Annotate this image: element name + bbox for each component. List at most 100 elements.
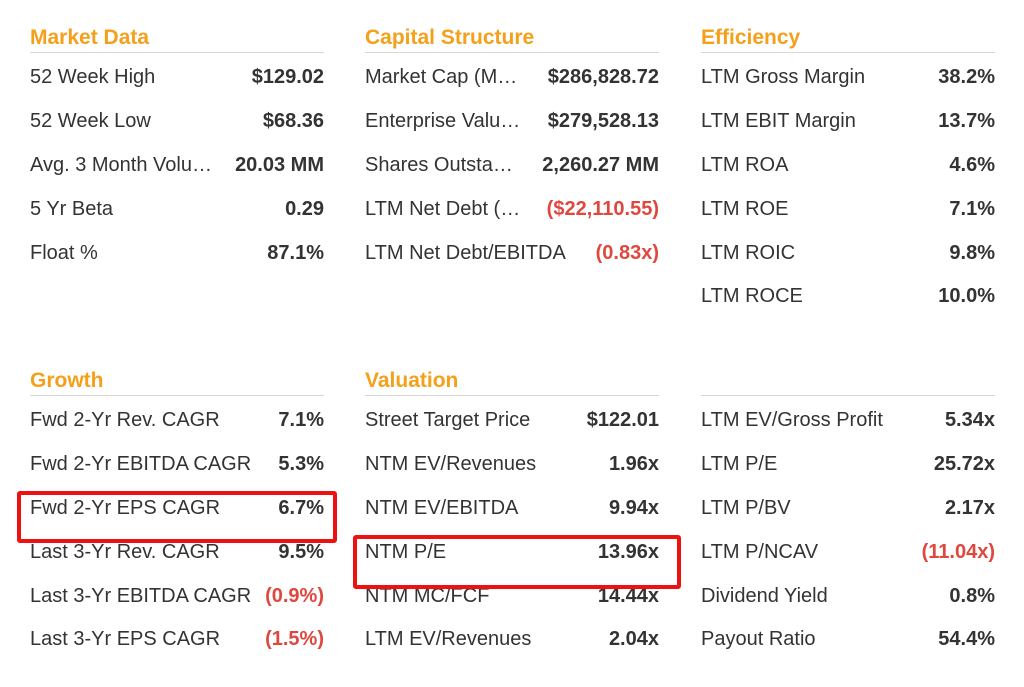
table-row: Fwd 2-Yr EBITDA CAGR 5.3% <box>30 443 324 487</box>
table-row: LTM Net Debt (… ($22,110.55) <box>365 187 659 231</box>
valuation-continued-header <box>701 367 995 396</box>
table-row: LTM EV/Gross Profit 5.34x <box>701 399 995 443</box>
table-row: Float % 87.1% <box>30 231 324 275</box>
market-data-title: Market Data <box>30 24 324 53</box>
metric-label: Dividend Yield <box>701 584 828 607</box>
metric-value: 14.44x <box>597 584 659 607</box>
table-row: Last 3-Yr EBITDA CAGR (0.9%) <box>30 574 324 618</box>
metric-value: $122.01 <box>586 409 659 432</box>
table-row: 52 Week Low $68.36 <box>30 100 324 144</box>
metric-value-negative: (11.04x) <box>921 540 995 563</box>
metric-label: LTM Net Debt (… <box>365 197 521 220</box>
metric-label: 5 Yr Beta <box>30 197 114 220</box>
metric-value: 5.34x <box>944 409 995 432</box>
metric-value: 38.2% <box>938 66 995 89</box>
metric-value: 20.03 MM <box>235 153 324 176</box>
metric-value: 13.7% <box>938 110 995 133</box>
table-row: NTM EV/EBITDA 9.94x <box>365 487 659 531</box>
growth-title: Growth <box>30 367 324 396</box>
efficiency-section: Efficiency LTM Gross Margin 38.2% LTM EBI… <box>701 24 995 319</box>
metric-value: 1.96x <box>608 453 659 476</box>
metric-label: NTM EV/Revenues <box>365 453 537 476</box>
market-data-section: Market Data 52 Week High $129.02 52 Week … <box>30 24 324 275</box>
metric-label: Last 3-Yr EBITDA CAGR <box>30 584 252 607</box>
metric-label: Avg. 3 Month Volu… <box>30 153 212 176</box>
table-row: LTM Net Debt/EBITDA (0.83x) <box>365 231 659 275</box>
metric-label: Last 3-Yr EPS CAGR <box>30 628 221 651</box>
metric-label: LTM ROE <box>701 197 789 220</box>
highlight-box-ntm-pe <box>353 535 681 589</box>
valuation-title: Valuation <box>365 367 659 396</box>
metric-value: $286,828.72 <box>547 66 659 89</box>
metric-value: 87.1% <box>267 241 324 264</box>
metric-label: Float % <box>30 241 98 264</box>
metric-label: LTM ROCE <box>701 285 803 308</box>
table-row: Shares Outsta… 2,260.27 MM <box>365 144 659 188</box>
table-row: Dividend Yield 0.8% <box>701 574 995 618</box>
metric-value-negative: ($22,110.55) <box>546 197 659 220</box>
table-row: 5 Yr Beta 0.29 <box>30 187 324 231</box>
table-row: Fwd 2-Yr Rev. CAGR 7.1% <box>30 399 324 443</box>
table-row: LTM P/E 25.72x <box>701 443 995 487</box>
metric-label: Fwd 2-Yr Rev. CAGR <box>30 409 220 432</box>
metric-value: 54.4% <box>938 628 995 651</box>
metric-label: LTM P/BV <box>701 496 791 519</box>
metric-value-negative: (0.83x) <box>595 241 659 264</box>
metric-value: $68.36 <box>262 110 324 133</box>
metric-label: LTM Gross Margin <box>701 66 866 89</box>
metric-label: Payout Ratio <box>701 628 816 651</box>
table-row: LTM ROA 4.6% <box>701 144 995 188</box>
table-row: Avg. 3 Month Volu… 20.03 MM <box>30 144 324 188</box>
metric-label: LTM Net Debt/EBITDA <box>365 241 566 264</box>
metric-value: 25.72x <box>933 453 995 476</box>
valuation-section: Valuation Street Target Price $122.01 NTM… <box>365 367 659 662</box>
metric-label: LTM EV/Gross Profit <box>701 409 883 432</box>
metric-value: 6.7% <box>278 496 324 519</box>
table-row: NTM EV/Revenues 1.96x <box>365 443 659 487</box>
metric-label: LTM ROIC <box>701 241 796 264</box>
metric-value: 9.8% <box>949 241 995 264</box>
metric-label: NTM EV/EBITDA <box>365 496 519 519</box>
metric-label: LTM EV/Revenues <box>365 628 532 651</box>
metric-label: Street Target Price <box>365 409 531 432</box>
metric-label: LTM P/E <box>701 453 778 476</box>
metric-label: LTM EBIT Margin <box>701 110 856 133</box>
metric-value: 7.1% <box>949 197 995 220</box>
metric-label: Enterprise Valu… <box>365 110 521 133</box>
table-row: LTM P/NCAV (11.04x) <box>701 530 995 574</box>
capital-structure-section: Capital Structure Market Cap (M… $286,828… <box>365 24 659 275</box>
table-row: LTM ROE 7.1% <box>701 187 995 231</box>
highlight-box-fwd-eps-cagr <box>17 491 337 543</box>
table-row: Payout Ratio 54.4% <box>701 618 995 662</box>
metric-value: 2,260.27 MM <box>542 153 659 176</box>
metric-value: 10.0% <box>938 285 995 308</box>
table-row: Enterprise Valu… $279,528.13 <box>365 100 659 144</box>
table-row: LTM P/BV 2.17x <box>701 487 995 531</box>
table-row: LTM EBIT Margin 13.7% <box>701 100 995 144</box>
metric-value: 0.8% <box>949 584 995 607</box>
metric-value: 0.29 <box>285 197 324 220</box>
metric-label: Last 3-Yr Rev. CAGR <box>30 540 220 563</box>
metric-value: 2.04x <box>608 628 659 651</box>
table-row: LTM ROIC 9.8% <box>701 231 995 275</box>
table-row: LTM Gross Margin 38.2% <box>701 56 995 100</box>
table-row: Last 3-Yr EPS CAGR (1.5%) <box>30 618 324 662</box>
table-row: Fwd 2-Yr EPS CAGR 6.7% <box>30 487 324 531</box>
metric-label: Fwd 2-Yr EBITDA CAGR <box>30 453 252 476</box>
capital-structure-title: Capital Structure <box>365 24 659 53</box>
metric-value: 7.1% <box>278 409 324 432</box>
metric-value: 5.3% <box>278 453 324 476</box>
table-row: LTM EV/Revenues 2.04x <box>365 618 659 662</box>
table-row: LTM ROCE 10.0% <box>701 275 995 319</box>
table-row: Market Cap (M… $286,828.72 <box>365 56 659 100</box>
metric-label: Market Cap (M… <box>365 66 518 89</box>
metric-value: 9.94x <box>608 496 659 519</box>
metric-value: 4.6% <box>949 153 995 176</box>
metric-value: 13.96x <box>597 540 659 563</box>
growth-section: Growth Fwd 2-Yr Rev. CAGR 7.1% Fwd 2-Yr E… <box>30 367 324 662</box>
metric-value: 9.5% <box>278 540 324 563</box>
efficiency-title: Efficiency <box>701 24 995 53</box>
metric-label: LTM P/NCAV <box>701 540 819 563</box>
table-row: Street Target Price $122.01 <box>365 399 659 443</box>
metric-value: $279,528.13 <box>547 110 659 133</box>
